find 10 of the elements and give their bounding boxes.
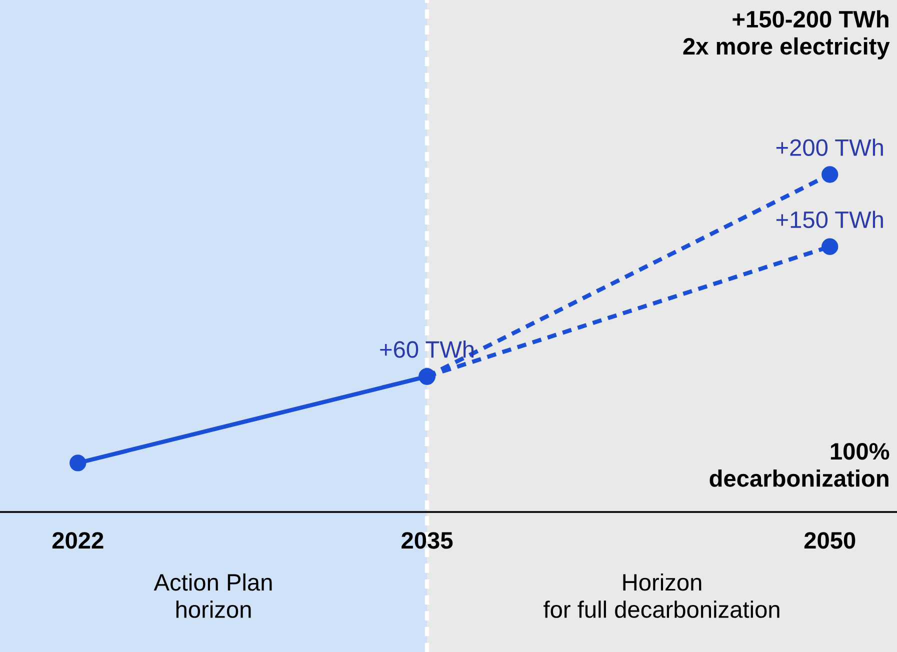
band-label: Action Plan horizon [154, 573, 272, 618]
data-label: +60 TWh [380, 340, 474, 358]
data-label: +200 TWh [776, 138, 883, 156]
annotation: 100% decarbonization [710, 442, 890, 487]
annotation: +150-200 TWh 2x more electricity [683, 10, 890, 60]
band-label: Horizon for full decarbonization [544, 573, 780, 618]
x-tick-label: 2022 [52, 532, 104, 549]
x-tick-label: 2035 [402, 532, 453, 549]
data-label: +150 TWh [776, 210, 883, 228]
x-tick-label: 2050 [804, 532, 856, 549]
